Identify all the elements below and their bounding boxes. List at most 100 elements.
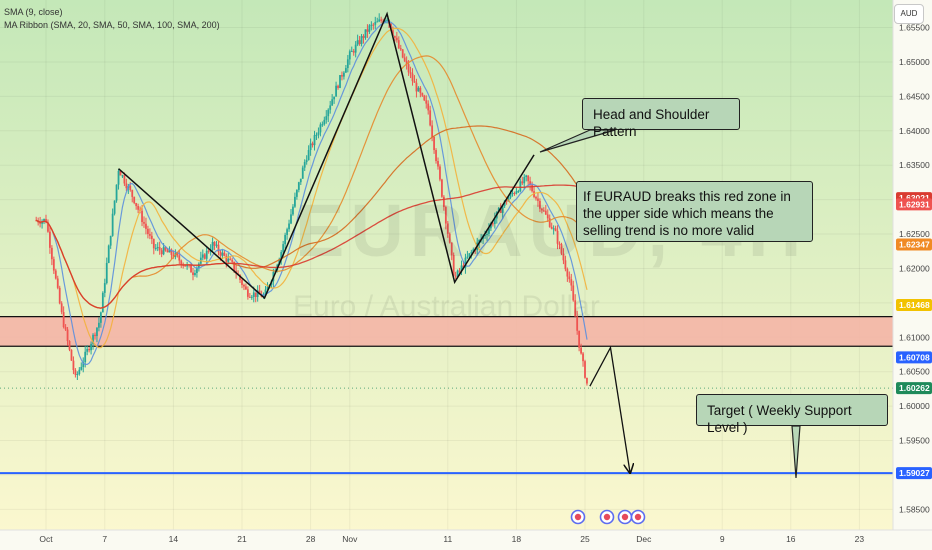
candle-body (458, 270, 461, 272)
candle-body (58, 287, 61, 304)
candle-body (47, 222, 49, 232)
candle-body (150, 235, 153, 239)
candle-body (166, 250, 169, 253)
candle-body (170, 249, 173, 255)
candle-body (478, 240, 481, 243)
candle-body (570, 279, 573, 286)
candle-body (290, 214, 292, 224)
candle-body (190, 265, 192, 273)
candle-body (384, 20, 386, 23)
candle-body (491, 223, 494, 225)
candle-body (113, 200, 116, 214)
candle-body (64, 326, 67, 330)
candle-body (76, 374, 79, 376)
candle-body (82, 362, 85, 367)
price-tick-label: 1.64000 (899, 126, 930, 136)
event-icon-dot (603, 513, 611, 521)
candle-body (488, 228, 490, 234)
candle-body (258, 290, 261, 295)
candle-body (435, 150, 437, 161)
candle-body (286, 229, 288, 235)
candle-body (92, 334, 94, 344)
candle-body (419, 87, 422, 94)
candle-body (493, 218, 496, 224)
candle-body (339, 75, 341, 88)
candle-body (145, 223, 147, 229)
candle-body (176, 253, 179, 256)
candle-body (282, 244, 285, 252)
candle-body (539, 200, 541, 209)
candle-body (329, 105, 332, 110)
price-tick-label: 1.63500 (899, 160, 930, 170)
candle-body (376, 21, 379, 23)
candle-body (54, 270, 57, 279)
candle-body (84, 351, 87, 363)
candle-body (135, 203, 138, 207)
candle-body (560, 244, 563, 254)
candle-body (431, 125, 434, 138)
candle-body (213, 241, 216, 246)
candle-body (297, 182, 300, 190)
candle-body (317, 132, 320, 135)
candle-body (141, 210, 143, 223)
candle-body (417, 87, 420, 92)
candle-body (115, 184, 118, 201)
candle-body (192, 272, 194, 275)
candle-body (219, 251, 222, 256)
indicator-legend: SMA (9, close) MA Ribbon (SMA, 20, SMA, … (4, 6, 220, 32)
event-icon-dot (621, 513, 629, 521)
candle-body (301, 167, 304, 179)
candle-body (364, 29, 367, 38)
candle-body (341, 75, 343, 77)
candle-body (460, 265, 463, 271)
candle-body (497, 208, 500, 212)
price-tick-label: 1.60000 (899, 401, 930, 411)
candle-body (43, 218, 45, 221)
candle-body (117, 170, 120, 185)
candle-body (319, 124, 322, 133)
candle-body (378, 19, 381, 22)
callout-head-and-shoulder: Head and Shoulder Pattern (582, 98, 740, 139)
candle-body (262, 294, 265, 297)
candle-body (344, 68, 347, 73)
candle-body (468, 253, 471, 257)
candle-body (243, 284, 245, 287)
watermark-name: Euro / Australian Dollar (293, 290, 600, 323)
candle-body (280, 251, 283, 260)
candle-body (292, 206, 294, 215)
candle-body (372, 24, 375, 26)
candle-body (574, 300, 577, 317)
candle-body (348, 51, 351, 60)
candle-body (441, 179, 443, 197)
candle-body (554, 228, 557, 231)
time-axis-panel (0, 530, 932, 550)
time-tick-label: 14 (169, 534, 179, 544)
legend-sma[interactable]: SMA (9, close) (4, 7, 63, 17)
candle-body (107, 245, 110, 263)
candle-body (584, 361, 586, 378)
candle-body (68, 341, 71, 350)
candle-body (152, 238, 155, 249)
candle-body (49, 231, 51, 248)
candle-body (542, 210, 545, 212)
candle-body (472, 249, 475, 252)
candle-body (582, 353, 584, 362)
time-tick-label: 18 (512, 534, 522, 544)
time-tick-label: 23 (855, 534, 865, 544)
candle-body (72, 360, 75, 371)
currency-badge[interactable]: AUD (894, 4, 924, 24)
time-tick-label: 25 (580, 534, 590, 544)
candle-body (309, 143, 312, 151)
legend-ma-ribbon[interactable]: MA Ribbon (SMA, 20, SMA, 50, SMA, 100, S… (4, 20, 220, 30)
time-tick-label: Dec (636, 534, 652, 544)
candle-body (562, 253, 565, 261)
candle-body (56, 278, 59, 288)
candle-body (486, 233, 488, 236)
candle-body (411, 73, 414, 82)
candle-body (568, 276, 571, 280)
candle-body (52, 259, 55, 271)
time-tick-label: 11 (443, 534, 452, 544)
ma-20-line (35, 27, 588, 349)
candle-body (413, 81, 416, 83)
